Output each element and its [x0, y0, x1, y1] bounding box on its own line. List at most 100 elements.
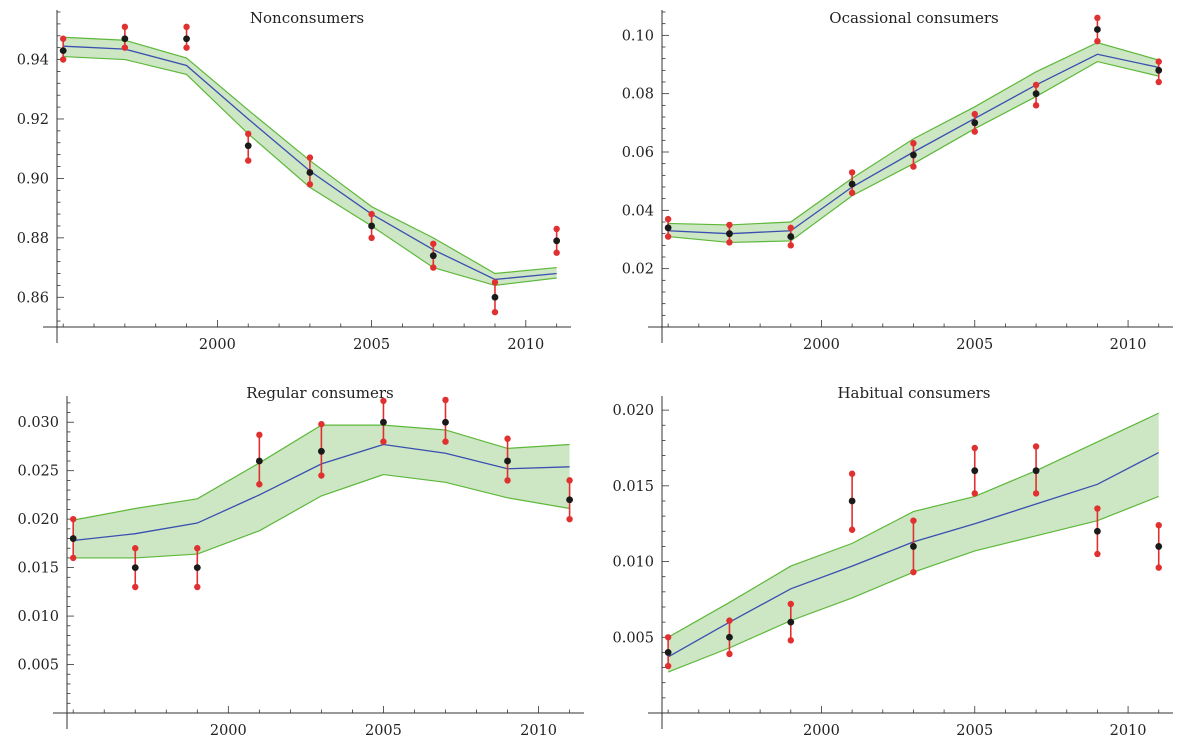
observed-point: [787, 618, 795, 626]
error-cap-low: [971, 490, 978, 497]
y-tick-label: 0.10: [622, 28, 654, 44]
error-cap-low: [70, 554, 77, 562]
x-tick-label: 2005: [365, 723, 402, 739]
error-cap-high: [553, 225, 560, 233]
observed-point: [442, 418, 449, 426]
error-cap-low: [664, 233, 672, 240]
error-cap-high: [1155, 58, 1162, 65]
error-cap-low: [121, 44, 129, 51]
x-tick-label: 2005: [353, 337, 390, 353]
error-cap-low: [1032, 102, 1040, 109]
error-cap-high: [1094, 14, 1101, 22]
error-cap-high: [256, 431, 263, 439]
observed-point: [255, 457, 263, 465]
error-cap-low: [1032, 490, 1040, 497]
observed-point: [848, 497, 856, 505]
error-cap-low: [183, 44, 190, 51]
y-tick-label: 0.92: [17, 112, 49, 128]
error-cap-high: [306, 154, 314, 161]
error-cap-high: [121, 23, 129, 31]
error-cap-low: [848, 526, 856, 533]
observed-point: [1094, 527, 1101, 535]
error-cap-high: [132, 545, 139, 552]
error-cap-low: [726, 239, 733, 246]
error-cap-high: [504, 435, 511, 442]
error-cap-high: [442, 396, 449, 404]
observed-point: [183, 35, 190, 43]
error-cap-high: [1094, 505, 1101, 512]
observed-point: [317, 447, 325, 455]
panel-3: 2000 2005 2010 0.005 0.010 0.015 0.020 0.025 0.0…: [17, 384, 584, 739]
y-tick-label: 0.06: [622, 145, 654, 161]
x-tick-label: 2000: [803, 337, 840, 353]
observed-point: [380, 418, 387, 426]
x-tick-label: 2010: [1110, 723, 1147, 739]
error-cap-high: [380, 397, 387, 405]
error-cap-low: [787, 242, 794, 249]
observed-point: [553, 237, 561, 245]
panel-title: Habitual consumers: [837, 384, 990, 402]
observed-point: [306, 169, 314, 176]
observed-point: [726, 230, 733, 238]
x-tick-label: 2000: [803, 723, 840, 739]
error-cap-high: [70, 515, 77, 523]
observed-point: [566, 496, 573, 504]
y-tick-label: 0.015: [17, 561, 59, 577]
observed-point: [1155, 66, 1163, 74]
observed-point: [131, 564, 139, 572]
y-tick-label: 0.08: [622, 87, 654, 103]
y-tick-label: 0.86: [17, 290, 49, 306]
error-cap-low: [1155, 78, 1162, 86]
error-cap-low: [430, 264, 437, 271]
error-cap-low: [194, 583, 201, 591]
error-cap-low: [910, 568, 917, 576]
observed-point: [429, 252, 437, 260]
error-cap-low: [1155, 564, 1162, 571]
y-tick-label: 0.010: [612, 555, 654, 571]
observed-point: [59, 47, 67, 55]
panel-4: 2000 2005 2010 0.005 0.010 0.015 0.020 Habitual…: [612, 384, 1173, 739]
confidence-band: [73, 425, 570, 558]
error-cap-high: [848, 470, 856, 477]
observed-point: [1094, 26, 1101, 33]
panel-title: Ocassional consumers: [829, 9, 998, 27]
error-cap-high: [566, 477, 573, 484]
error-cap-high: [971, 110, 978, 118]
error-cap-high: [726, 617, 733, 624]
y-tick-label: 0.94: [17, 53, 49, 69]
observed-point: [726, 633, 733, 641]
error-cap-low: [491, 308, 499, 316]
y-tick-label: 0.030: [17, 415, 59, 431]
error-cap-high: [726, 221, 733, 229]
error-cap-high: [1155, 522, 1162, 529]
band-lower-edge: [73, 473, 570, 559]
y-tick-label: 0.025: [17, 464, 59, 480]
error-cap-low: [910, 163, 917, 170]
y-tick-label: 0.04: [622, 203, 654, 219]
panel-1: 2000 2005 2010 0.86 0.88 0.90 0.92 0.94 Nonconsu…: [17, 9, 571, 353]
error-cap-high: [183, 23, 190, 31]
error-cap-low: [368, 234, 375, 242]
observed-point: [971, 467, 979, 475]
error-cap-high: [787, 600, 794, 608]
panel-title: Nonconsumers: [250, 9, 364, 27]
observed-point: [69, 535, 77, 542]
error-cap-low: [971, 128, 978, 135]
error-cap-low: [726, 650, 733, 658]
observed-point: [664, 649, 672, 656]
x-tick-label: 2000: [210, 723, 247, 739]
error-cap-high: [848, 169, 856, 176]
x-tick-label: 2005: [956, 337, 993, 353]
error-cap-low: [848, 189, 856, 197]
observed-point: [504, 457, 511, 465]
error-cap-high: [368, 210, 375, 218]
error-cap-low: [787, 637, 794, 644]
error-cap-high: [664, 634, 672, 641]
observed-point: [193, 564, 201, 572]
error-cap-high: [194, 545, 201, 552]
x-tick-label: 2010: [520, 723, 557, 739]
error-cap-low: [132, 583, 139, 591]
observed-point: [910, 543, 917, 550]
error-cap-low: [318, 472, 325, 479]
